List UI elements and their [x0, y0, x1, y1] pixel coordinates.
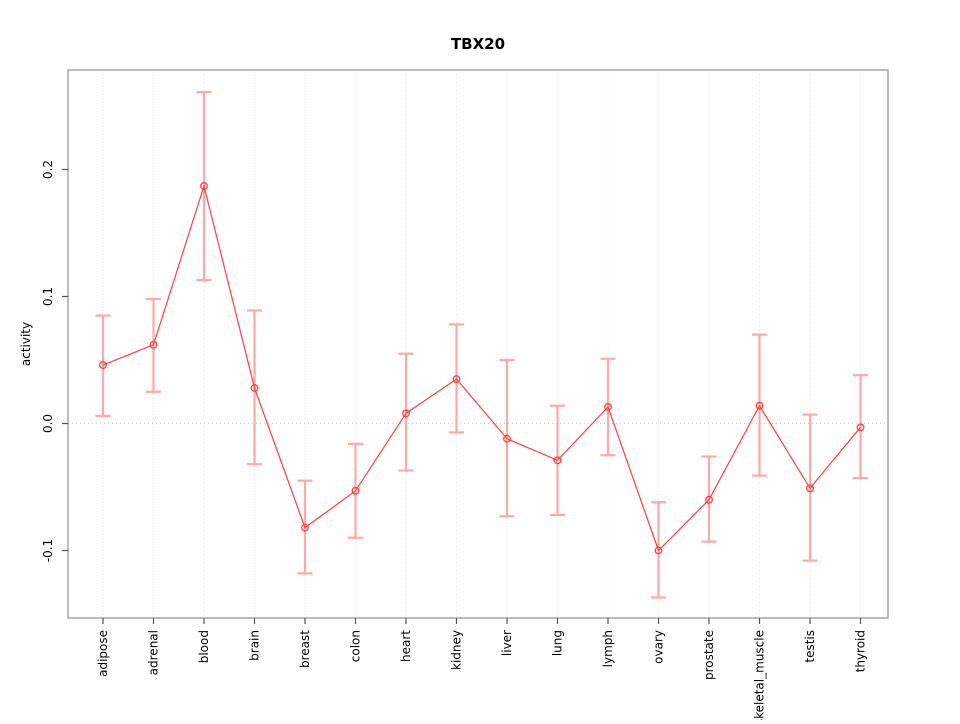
data-point: [654, 546, 663, 555]
chart-title: TBX20: [451, 35, 505, 53]
data-point: [604, 403, 612, 411]
x-tick-label: brain: [248, 630, 262, 661]
x-tick-label: blood: [197, 630, 211, 663]
y-tick-label: 0.0: [41, 414, 55, 433]
x-tick-label: prostate: [702, 630, 716, 680]
data-point: [503, 434, 511, 443]
x-tick-label: lung: [551, 630, 565, 656]
x-tick-label: thyroid: [854, 630, 868, 672]
y-tick-label: -0.1: [41, 539, 55, 562]
data-point: [301, 523, 309, 532]
data-point: [452, 375, 461, 383]
y-tick-label: 0.1: [41, 287, 55, 306]
x-tick-label: liver: [500, 630, 514, 656]
x-tick-label: kidney: [450, 630, 464, 670]
plot-box: [67, 69, 889, 619]
data-point: [250, 383, 259, 392]
data-point: [149, 340, 158, 349]
data-point: [402, 409, 410, 418]
data-point: [200, 182, 208, 190]
series-line: [102, 183, 861, 552]
x-tick-label: skeletal_muscle: [753, 630, 767, 720]
x-tick-label: testis: [803, 630, 817, 663]
x-tick-label: breast: [298, 630, 312, 668]
plot-area: -0.1 0.0 0.1 0.2 adipose adrenal blood brain bre…: [41, 69, 889, 724]
x-tick-label: lymph: [601, 630, 615, 667]
y-tick-label: 0.2: [41, 160, 55, 179]
x-tick-label: ovary: [652, 630, 666, 664]
data-point: [856, 423, 865, 432]
x-tick-label: heart: [399, 630, 413, 662]
data-point: [755, 401, 764, 410]
data-point: [806, 484, 814, 493]
x-tick-label: colon: [349, 630, 363, 662]
y-axis-label: activity: [19, 322, 33, 366]
data-point: [351, 486, 360, 495]
x-tick-label: adrenal: [147, 630, 161, 675]
data-point: [99, 361, 107, 370]
data-point: [553, 456, 562, 465]
x-tick-label: adipose: [96, 630, 110, 677]
data-point: [705, 495, 713, 504]
